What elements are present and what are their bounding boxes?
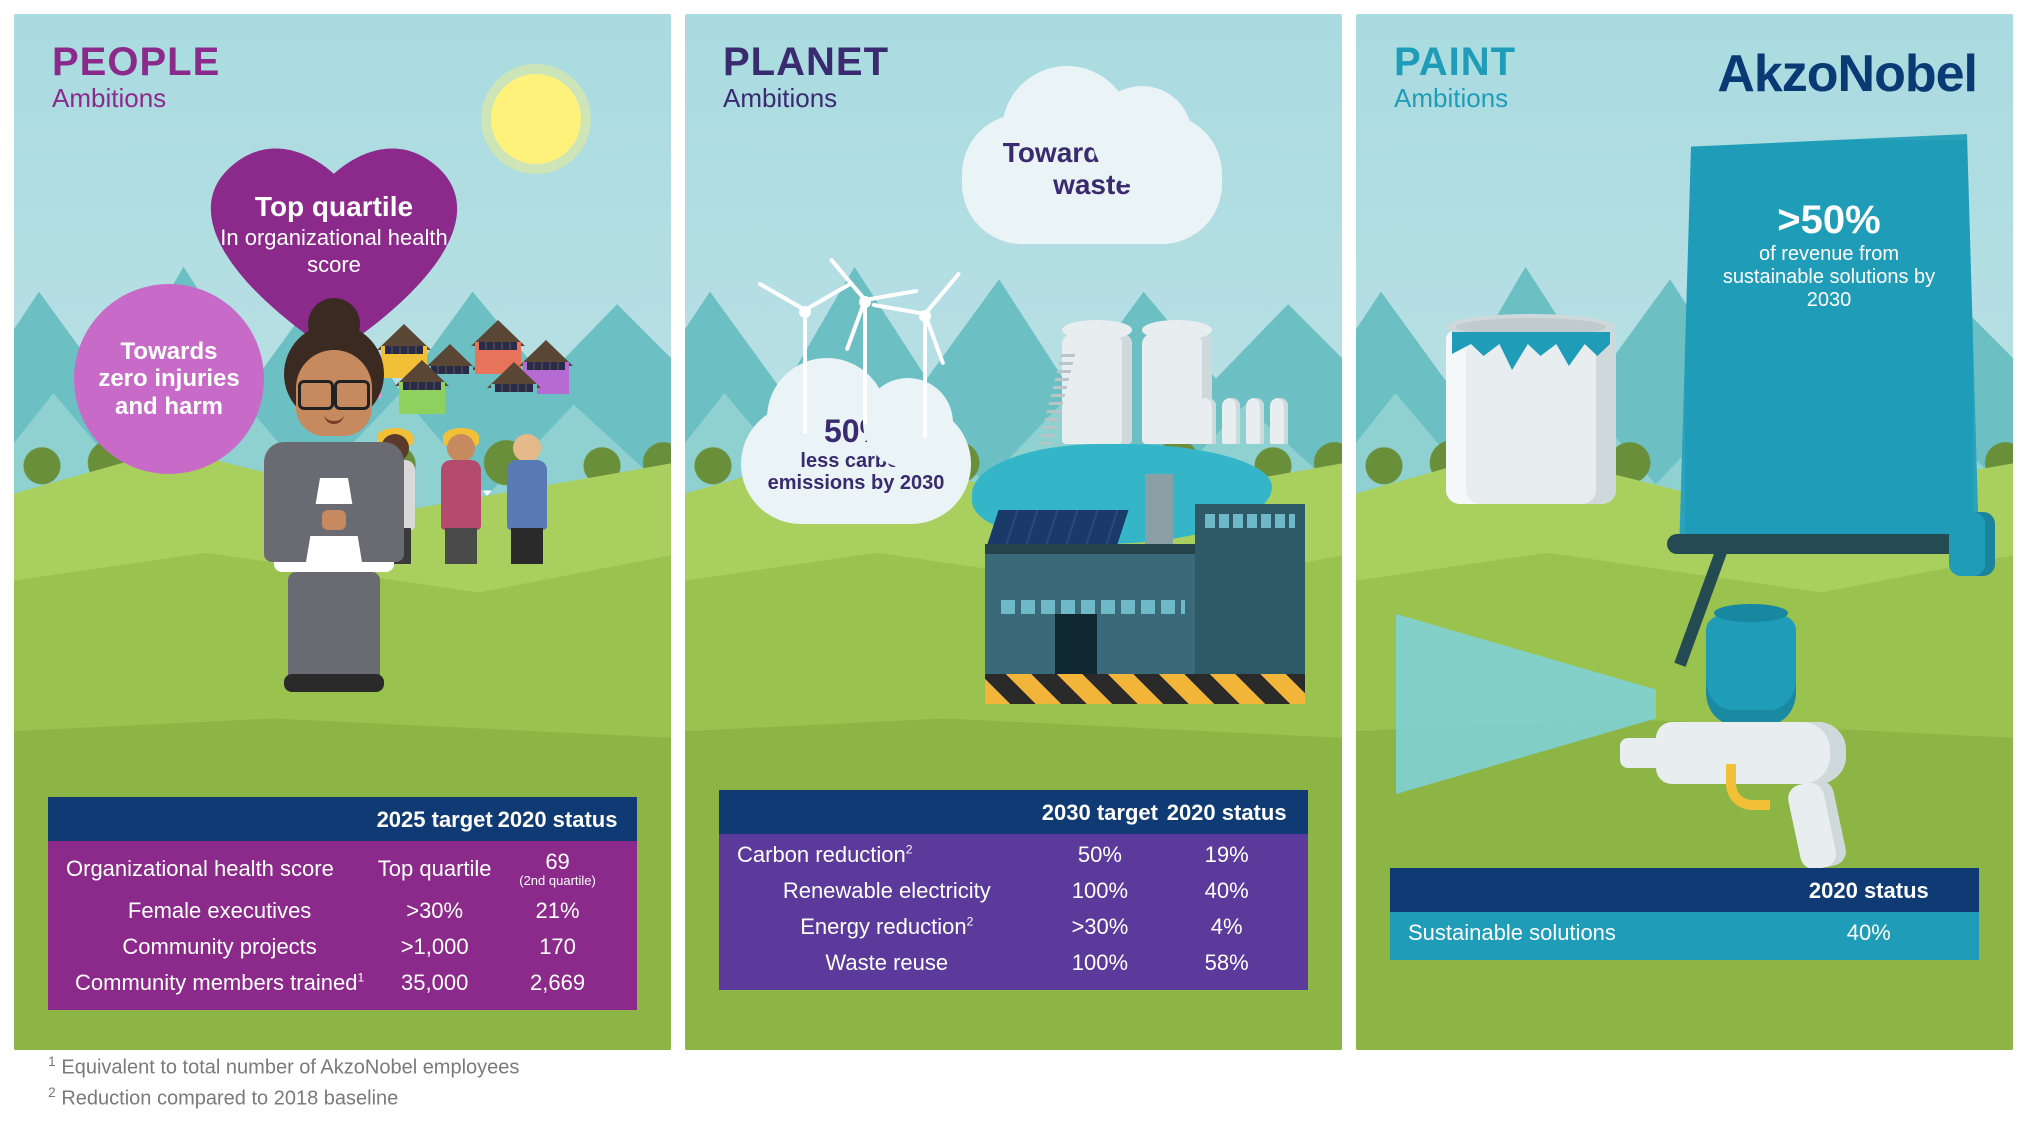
cloud-big-text: Towards zero waste <box>962 94 1222 244</box>
row-target: 100% <box>1037 878 1164 904</box>
planet-title: PLANET <box>723 40 889 85</box>
planet-heading: PLANET Ambitions <box>723 40 889 114</box>
col-status: 2020 status <box>1777 878 1961 904</box>
paint-table: 2020 status Sustainable solutions 40% <box>1390 868 1979 960</box>
footnote: 1 Equivalent to total number of AkzoNobe… <box>48 1051 519 1083</box>
wind-turbine-icon <box>855 264 875 424</box>
footnotes: 1 Equivalent to total number of AkzoNobe… <box>48 1051 519 1114</box>
sun-icon <box>491 74 581 164</box>
panels: PEOPLE Ambitions Top quartile In organiz… <box>0 0 2027 1050</box>
planet-subtitle: Ambitions <box>723 83 889 114</box>
row-status: 58% <box>1163 950 1290 976</box>
table-body: Carbon reduction2 50% 19% Renewable elec… <box>719 834 1308 990</box>
brand-logo: AkzoNobel <box>1717 44 1977 104</box>
businesswoman-icon <box>234 314 434 694</box>
people-subtitle: Ambitions <box>52 83 220 114</box>
people-heading: PEOPLE Ambitions <box>52 40 220 114</box>
paint-subtitle: Ambitions <box>1394 83 1516 114</box>
footnote: 2 Reduction compared to 2018 baseline <box>48 1082 519 1114</box>
col-status: 2020 status <box>1163 800 1290 826</box>
row-label: Renewable electricity <box>737 878 1037 904</box>
table-body: Organizational health score Top quartile… <box>48 841 637 1010</box>
row-label: Carbon reduction2 <box>737 842 1037 868</box>
factory-icon <box>985 484 1305 704</box>
row-status: 21% <box>496 898 619 924</box>
col-status: 2020 status <box>496 807 619 833</box>
row-label: Organizational health score <box>66 856 373 882</box>
row-target: >30% <box>373 898 496 924</box>
paint-heading: PAINT Ambitions <box>1394 40 1516 114</box>
table-header: 2030 target 2020 status <box>719 790 1308 834</box>
panel-paint: PAINT Ambitions AkzoNobel >50% of revenu… <box>1356 14 2013 1050</box>
people-title: PEOPLE <box>52 40 220 85</box>
spray-gun-icon <box>1586 614 1886 874</box>
row-target: 50% <box>1037 842 1164 868</box>
row-label: Energy reduction2 <box>737 914 1037 940</box>
row-target: >1,000 <box>373 934 496 960</box>
circle-text: Towards zero injuries and harm <box>98 338 240 421</box>
heart-rest: In organizational health score <box>220 225 448 278</box>
row-status: 2,669 <box>496 970 619 996</box>
row-target: 35,000 <box>373 970 496 996</box>
paint-can-icon <box>1446 304 1616 504</box>
people-table: 2025 target 2020 status Organizational h… <box>48 797 637 1010</box>
row-target: Top quartile <box>373 856 496 882</box>
paint-swatch-callout: >50% of revenue from sustainable solutio… <box>1679 134 1979 554</box>
heart-bold: Top quartile <box>255 190 413 224</box>
swatch-rest: of revenue from sustainable solutions by… <box>1713 243 1945 312</box>
row-label: Community members trained1 <box>66 970 373 996</box>
wind-turbine-icon <box>915 278 935 438</box>
row-label: Waste reuse <box>737 950 1037 976</box>
table-header: 2020 status <box>1390 868 1979 912</box>
planet-table: 2030 target 2020 status Carbon reduction… <box>719 790 1308 990</box>
swatch-bold: >50% <box>1777 198 1880 243</box>
panel-planet: PLANET Ambitions Towards zero waste 50% … <box>685 14 1342 1050</box>
row-status: 69(2nd quartile) <box>496 849 619 888</box>
col-target: 2030 target <box>1037 800 1164 826</box>
silos-icon <box>1198 398 1288 444</box>
row-status: 170 <box>496 934 619 960</box>
wind-turbine-icon <box>795 274 815 434</box>
row-status: 40% <box>1163 878 1290 904</box>
row-status: 4% <box>1163 914 1290 940</box>
row-label: Community projects <box>66 934 373 960</box>
col-target: 2025 target <box>373 807 496 833</box>
paint-title: PAINT <box>1394 40 1516 85</box>
row-target: >30% <box>1037 914 1164 940</box>
table-header: 2025 target 2020 status <box>48 797 637 841</box>
table-body: Sustainable solutions 40% <box>1390 912 1979 960</box>
panel-people: PEOPLE Ambitions Top quartile In organiz… <box>14 14 671 1050</box>
row-label: Sustainable solutions <box>1408 920 1777 946</box>
cloud-zero-waste: Towards zero waste <box>962 114 1222 244</box>
row-status: 40% <box>1777 920 1961 946</box>
row-target: 100% <box>1037 950 1164 976</box>
row-label: Female executives <box>66 898 373 924</box>
storage-tank-icon <box>1062 334 1132 444</box>
row-status: 19% <box>1163 842 1290 868</box>
